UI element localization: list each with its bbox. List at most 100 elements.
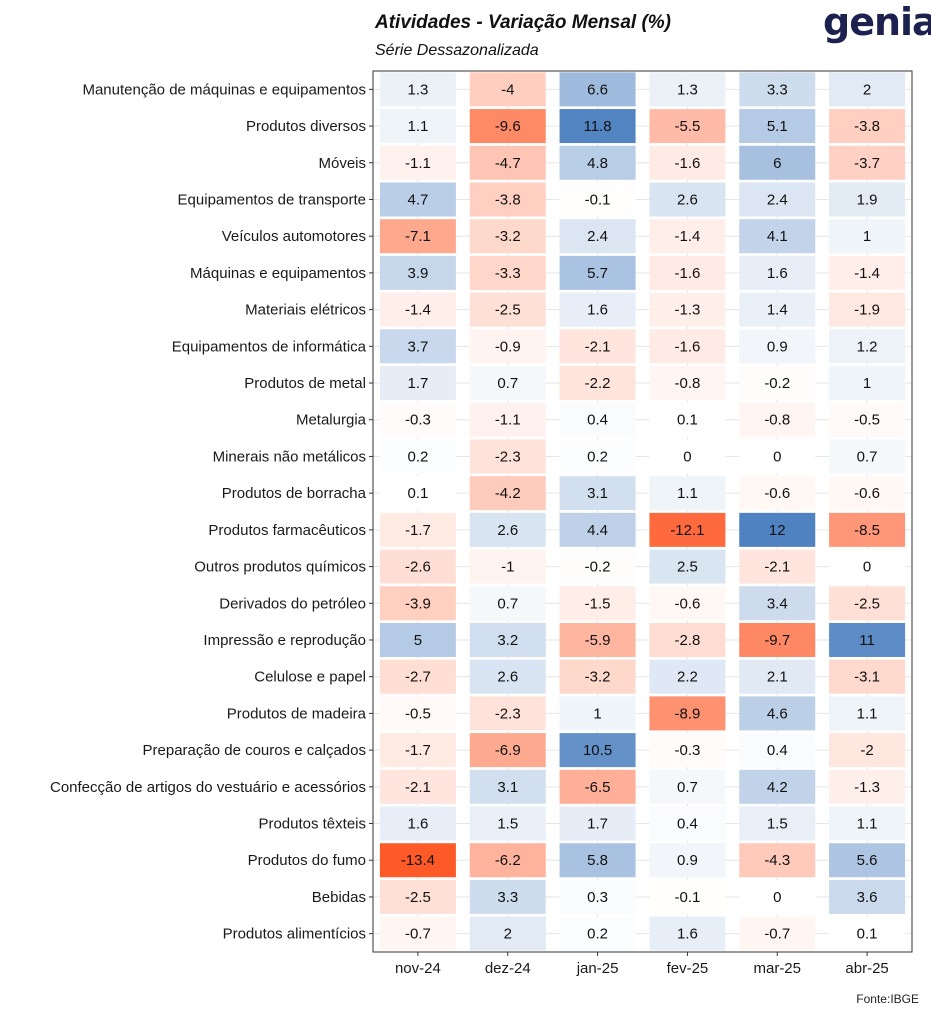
row-label: Produtos de borracha <box>222 485 367 502</box>
heatmap-cell <box>379 659 456 694</box>
cell-value-label: 2.4 <box>767 191 788 208</box>
cell-value-label: 0 <box>773 448 781 465</box>
heatmap-cell <box>469 512 546 547</box>
cell-value-label: -4.2 <box>495 485 521 502</box>
cell-value-label: 1.6 <box>677 926 698 943</box>
heatmap-cell <box>469 696 546 731</box>
cell-value-label: 3.7 <box>407 338 428 355</box>
cell-value-label: 2.4 <box>587 228 608 245</box>
heatmap-cell <box>469 255 546 290</box>
cell-value-label: -1 <box>501 559 514 576</box>
row-label: Preparação de couros e calçados <box>143 742 366 759</box>
cell-value-label: -1.1 <box>495 412 521 429</box>
heatmap-cell <box>379 439 456 474</box>
cell-value-label: 5.8 <box>587 852 608 869</box>
row-label: Impressão e reprodução <box>203 632 366 649</box>
heatmap-cell <box>379 219 456 254</box>
heatmap-cell <box>739 622 816 657</box>
row-label: Derivados do petróleo <box>219 595 366 612</box>
heatmap-cell <box>649 145 726 180</box>
heatmap-cell <box>559 402 636 437</box>
cell-value-label: 0.9 <box>767 338 788 355</box>
cell-value-label: -0.9 <box>495 338 521 355</box>
heatmap-cell <box>379 182 456 217</box>
heatmap-cell <box>379 72 456 107</box>
heatmap-cell <box>829 733 906 768</box>
heatmap-cell <box>739 72 816 107</box>
heatmap-cell <box>829 366 906 401</box>
row-label: Produtos de madeira <box>227 705 367 722</box>
cell-value-label: -2.8 <box>674 632 700 649</box>
heatmap-cell <box>739 806 816 841</box>
cell-value-label: 11 <box>859 632 875 649</box>
row-label: Confecção de artigos do vestuário e aces… <box>50 779 366 796</box>
heatmap-cell <box>829 182 906 217</box>
heatmap-cell <box>379 109 456 144</box>
heatmap-cell <box>739 182 816 217</box>
heatmap-cell <box>469 659 546 694</box>
heatmap-cell <box>379 512 456 547</box>
row-label: Produtos têxteis <box>258 816 366 833</box>
heatmap-cell <box>739 219 816 254</box>
heatmap-cell <box>379 586 456 621</box>
row-label: Materiais elétricos <box>245 302 366 319</box>
cell-value-label: 4.7 <box>407 191 428 208</box>
heatmap-cell <box>829 145 906 180</box>
heatmap-cell <box>649 586 726 621</box>
heatmap-cell <box>739 843 816 878</box>
cell-value-label: 1 <box>863 375 871 392</box>
heatmap-cell <box>379 549 456 584</box>
heatmap-cell <box>649 769 726 804</box>
heatmap-cell <box>739 549 816 584</box>
cell-value-label: -1.7 <box>405 742 431 759</box>
heatmap-cell <box>469 182 546 217</box>
cell-value-label: 1.7 <box>407 375 428 392</box>
cell-value-label: -3.3 <box>495 265 521 282</box>
cell-value-label: -13.4 <box>401 852 435 869</box>
cell-value-label: -2 <box>860 742 873 759</box>
heatmap-cell <box>559 769 636 804</box>
heatmap-cell <box>559 622 636 657</box>
heatmap-cell <box>469 549 546 584</box>
cell-value-label: -6.9 <box>495 742 521 759</box>
heatmap-cell <box>559 512 636 547</box>
cell-value-label: 0.2 <box>407 448 428 465</box>
cell-value-label: 3.2 <box>497 632 518 649</box>
genial-logo: genial <box>823 0 931 44</box>
heatmap-cell <box>649 696 726 731</box>
cell-value-label: 6.6 <box>587 81 608 98</box>
cell-value-label: -3.2 <box>585 669 611 686</box>
chart-subtitle: Série Dessazonalizada <box>375 42 539 59</box>
row-label: Móveis <box>318 155 366 172</box>
cell-value-label: 5 <box>414 632 422 649</box>
heatmap-cell <box>559 806 636 841</box>
heatmap-cell <box>559 549 636 584</box>
cell-value-label: -5.5 <box>674 118 700 135</box>
cell-value-label: 2.1 <box>767 669 788 686</box>
cell-value-label: -6.2 <box>495 852 521 869</box>
heatmap-cell <box>739 366 816 401</box>
heatmap-cell <box>649 255 726 290</box>
heatmap-cell <box>739 879 816 914</box>
cell-value-label: 0.7 <box>677 779 698 796</box>
cell-value-label: -0.8 <box>674 375 700 392</box>
heatmap-cell <box>379 916 456 951</box>
cell-value-label: 3.3 <box>767 81 788 98</box>
heatmap-cell <box>829 512 906 547</box>
heatmap-cell <box>649 72 726 107</box>
cell-value-label: 0.2 <box>587 926 608 943</box>
column-label: nov-24 <box>395 960 441 977</box>
cell-value-label: 0.3 <box>587 889 608 906</box>
heatmap-cell <box>469 843 546 878</box>
heatmap-cell <box>469 733 546 768</box>
cell-value-label: 0.9 <box>677 852 698 869</box>
cell-value-label: 5.6 <box>857 852 878 869</box>
heatmap-cell <box>649 292 726 327</box>
heatmap-cell <box>379 769 456 804</box>
cell-value-label: 4.2 <box>767 779 788 796</box>
heatmap-cell <box>559 182 636 217</box>
heatmap-cell <box>649 806 726 841</box>
heatmap-cell <box>469 916 546 951</box>
cell-value-label: -2.1 <box>585 338 611 355</box>
heatmap-cell <box>649 916 726 951</box>
